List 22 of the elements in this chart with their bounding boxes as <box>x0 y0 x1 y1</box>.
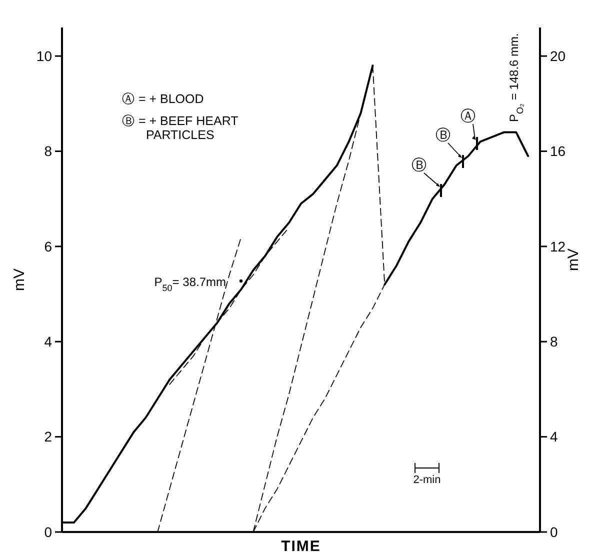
y-tick-label: 8 <box>44 143 52 160</box>
annotation: Ⓐ <box>460 108 476 125</box>
annotation: 2-min <box>413 474 441 486</box>
y2-tick-label: 16 <box>550 143 566 160</box>
annotation: Ⓑ <box>436 126 450 144</box>
y-tick-label: 4 <box>44 334 52 350</box>
y-tick-label: 0 <box>44 524 52 540</box>
y-tick-label: 2 <box>44 428 52 445</box>
x-axis-title: TIME <box>281 538 321 555</box>
annotation: P$_{50}$= 38.7mm <box>154 275 226 293</box>
y2-tick-label: 0 <box>550 524 558 540</box>
y2-tick-label: 8 <box>550 334 558 350</box>
y2-tick-label: 20 <box>550 48 566 64</box>
y-tick-label: 10 <box>36 48 52 64</box>
y-axis-title: mV <box>11 268 28 291</box>
annotation: Ⓐ = + BLOOD <box>122 92 204 106</box>
y2-tick-label: 4 <box>550 428 558 445</box>
y-tick-label: 6 <box>44 238 52 254</box>
y2-tick-label: 12 <box>550 238 566 254</box>
annotation: Ⓑ = + BEEF HEART PARTICLES <box>122 114 239 142</box>
y2-axis-title: mV <box>565 248 582 271</box>
annotation: Ⓑ <box>412 156 426 174</box>
